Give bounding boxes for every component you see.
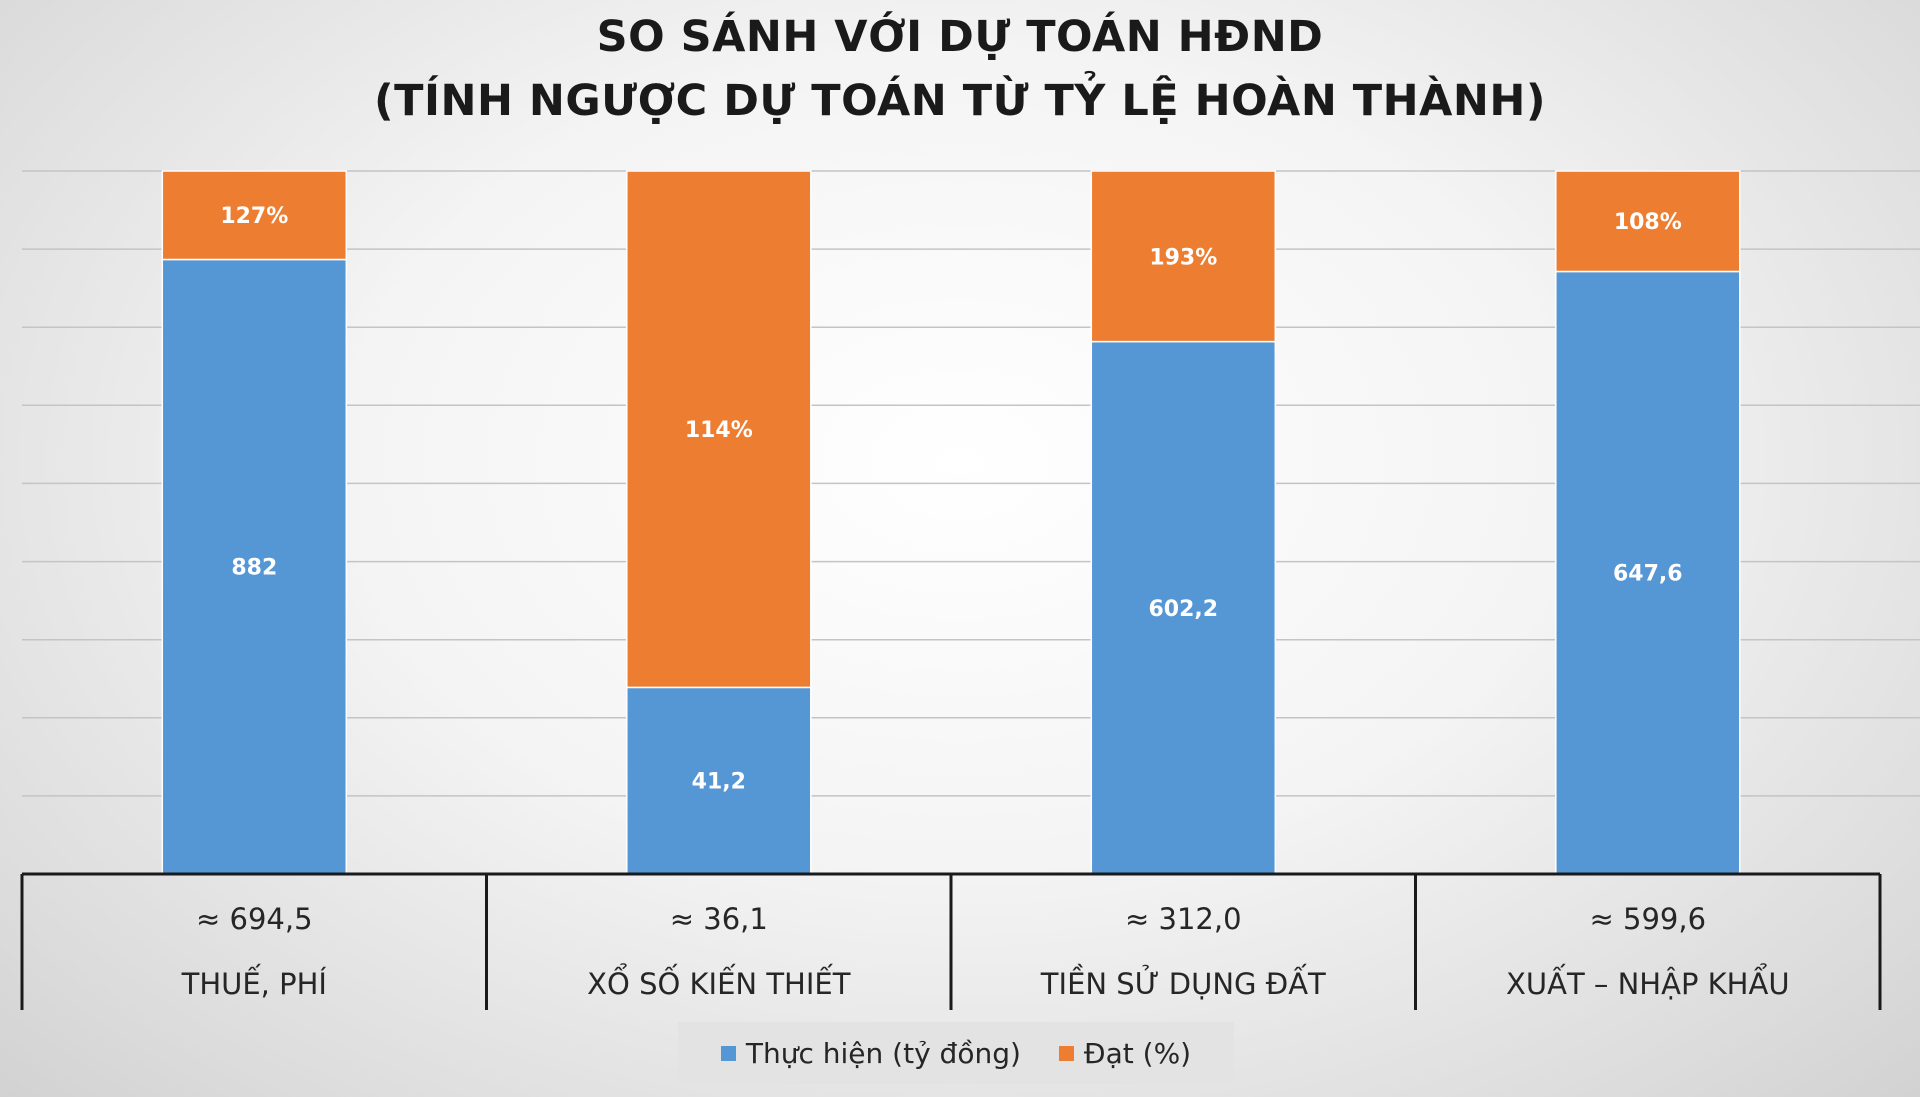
- data-label-thuc-hien: 41,2: [692, 770, 746, 795]
- bar-dat: [626, 170, 812, 689]
- legend-swatch-dat: [1058, 1045, 1074, 1061]
- data-label-thuc-hien: 647,6: [1613, 562, 1683, 587]
- legend-swatch-thuc-hien: [720, 1045, 736, 1061]
- bar-dat: [1555, 170, 1741, 273]
- estimate-label: ≈ 599,6: [1590, 902, 1707, 936]
- legend: Thực hiện (tỷ đồng) Đạt (%): [678, 1022, 1234, 1084]
- category-label: XỔ SỐ KIẾN THIẾT: [587, 964, 851, 1001]
- legend-label-dat: Đạt (%): [1083, 1036, 1192, 1070]
- category-table: ≈ 694,5 THUẾ, PHÍ ≈ 36,1 XỔ SỐ KIẾN THIẾT ≈ …: [20, 872, 1882, 1010]
- data-label-dat: 114%: [685, 418, 753, 443]
- chart-title-line2: (TÍNH NGƯỢC DỰ TOÁN TỪ TỶ LỆ HOÀN THÀNH): [373, 76, 1547, 126]
- legend-item-thuc-hien: Thực hiện (tỷ đồng): [720, 1036, 1021, 1070]
- chart-title-line1: SO SÁNH VỚI DỰ TOÁN HĐND: [596, 12, 1324, 62]
- legend-item-dat: Đạt (%): [1058, 1036, 1192, 1070]
- bar-dat: [1090, 170, 1277, 343]
- category-label: TIỀN SỬ DỤNG ĐẤT: [1040, 964, 1326, 1001]
- legend-label-thuc-hien: Thực hiện (tỷ đồng): [745, 1036, 1021, 1070]
- estimate-label: ≈ 312,0: [1125, 902, 1242, 936]
- data-label-thuc-hien: 602,2: [1149, 597, 1219, 622]
- category-label: XUẤT – NHẬP KHẨU: [1506, 964, 1790, 1001]
- estimate-label: ≈ 36,1: [670, 902, 768, 936]
- bar-dat: [161, 170, 348, 261]
- estimate-label: ≈ 694,5: [196, 902, 313, 936]
- category-label: THUẾ, PHÍ: [181, 964, 327, 1001]
- data-label-dat: 108%: [1614, 210, 1682, 235]
- bar-thuc-hien: [626, 686, 812, 875]
- bar-thuc-hien: [161, 258, 348, 875]
- data-label-dat: 193%: [1149, 245, 1217, 270]
- bars: [161, 170, 1741, 875]
- data-labels: 882 127% 41,2 114% 602,2 193% 647,6 108%: [220, 204, 1682, 795]
- data-label-thuc-hien: 882: [231, 556, 277, 581]
- bar-thuc-hien: [1090, 340, 1277, 875]
- data-label-dat: 127%: [220, 204, 288, 229]
